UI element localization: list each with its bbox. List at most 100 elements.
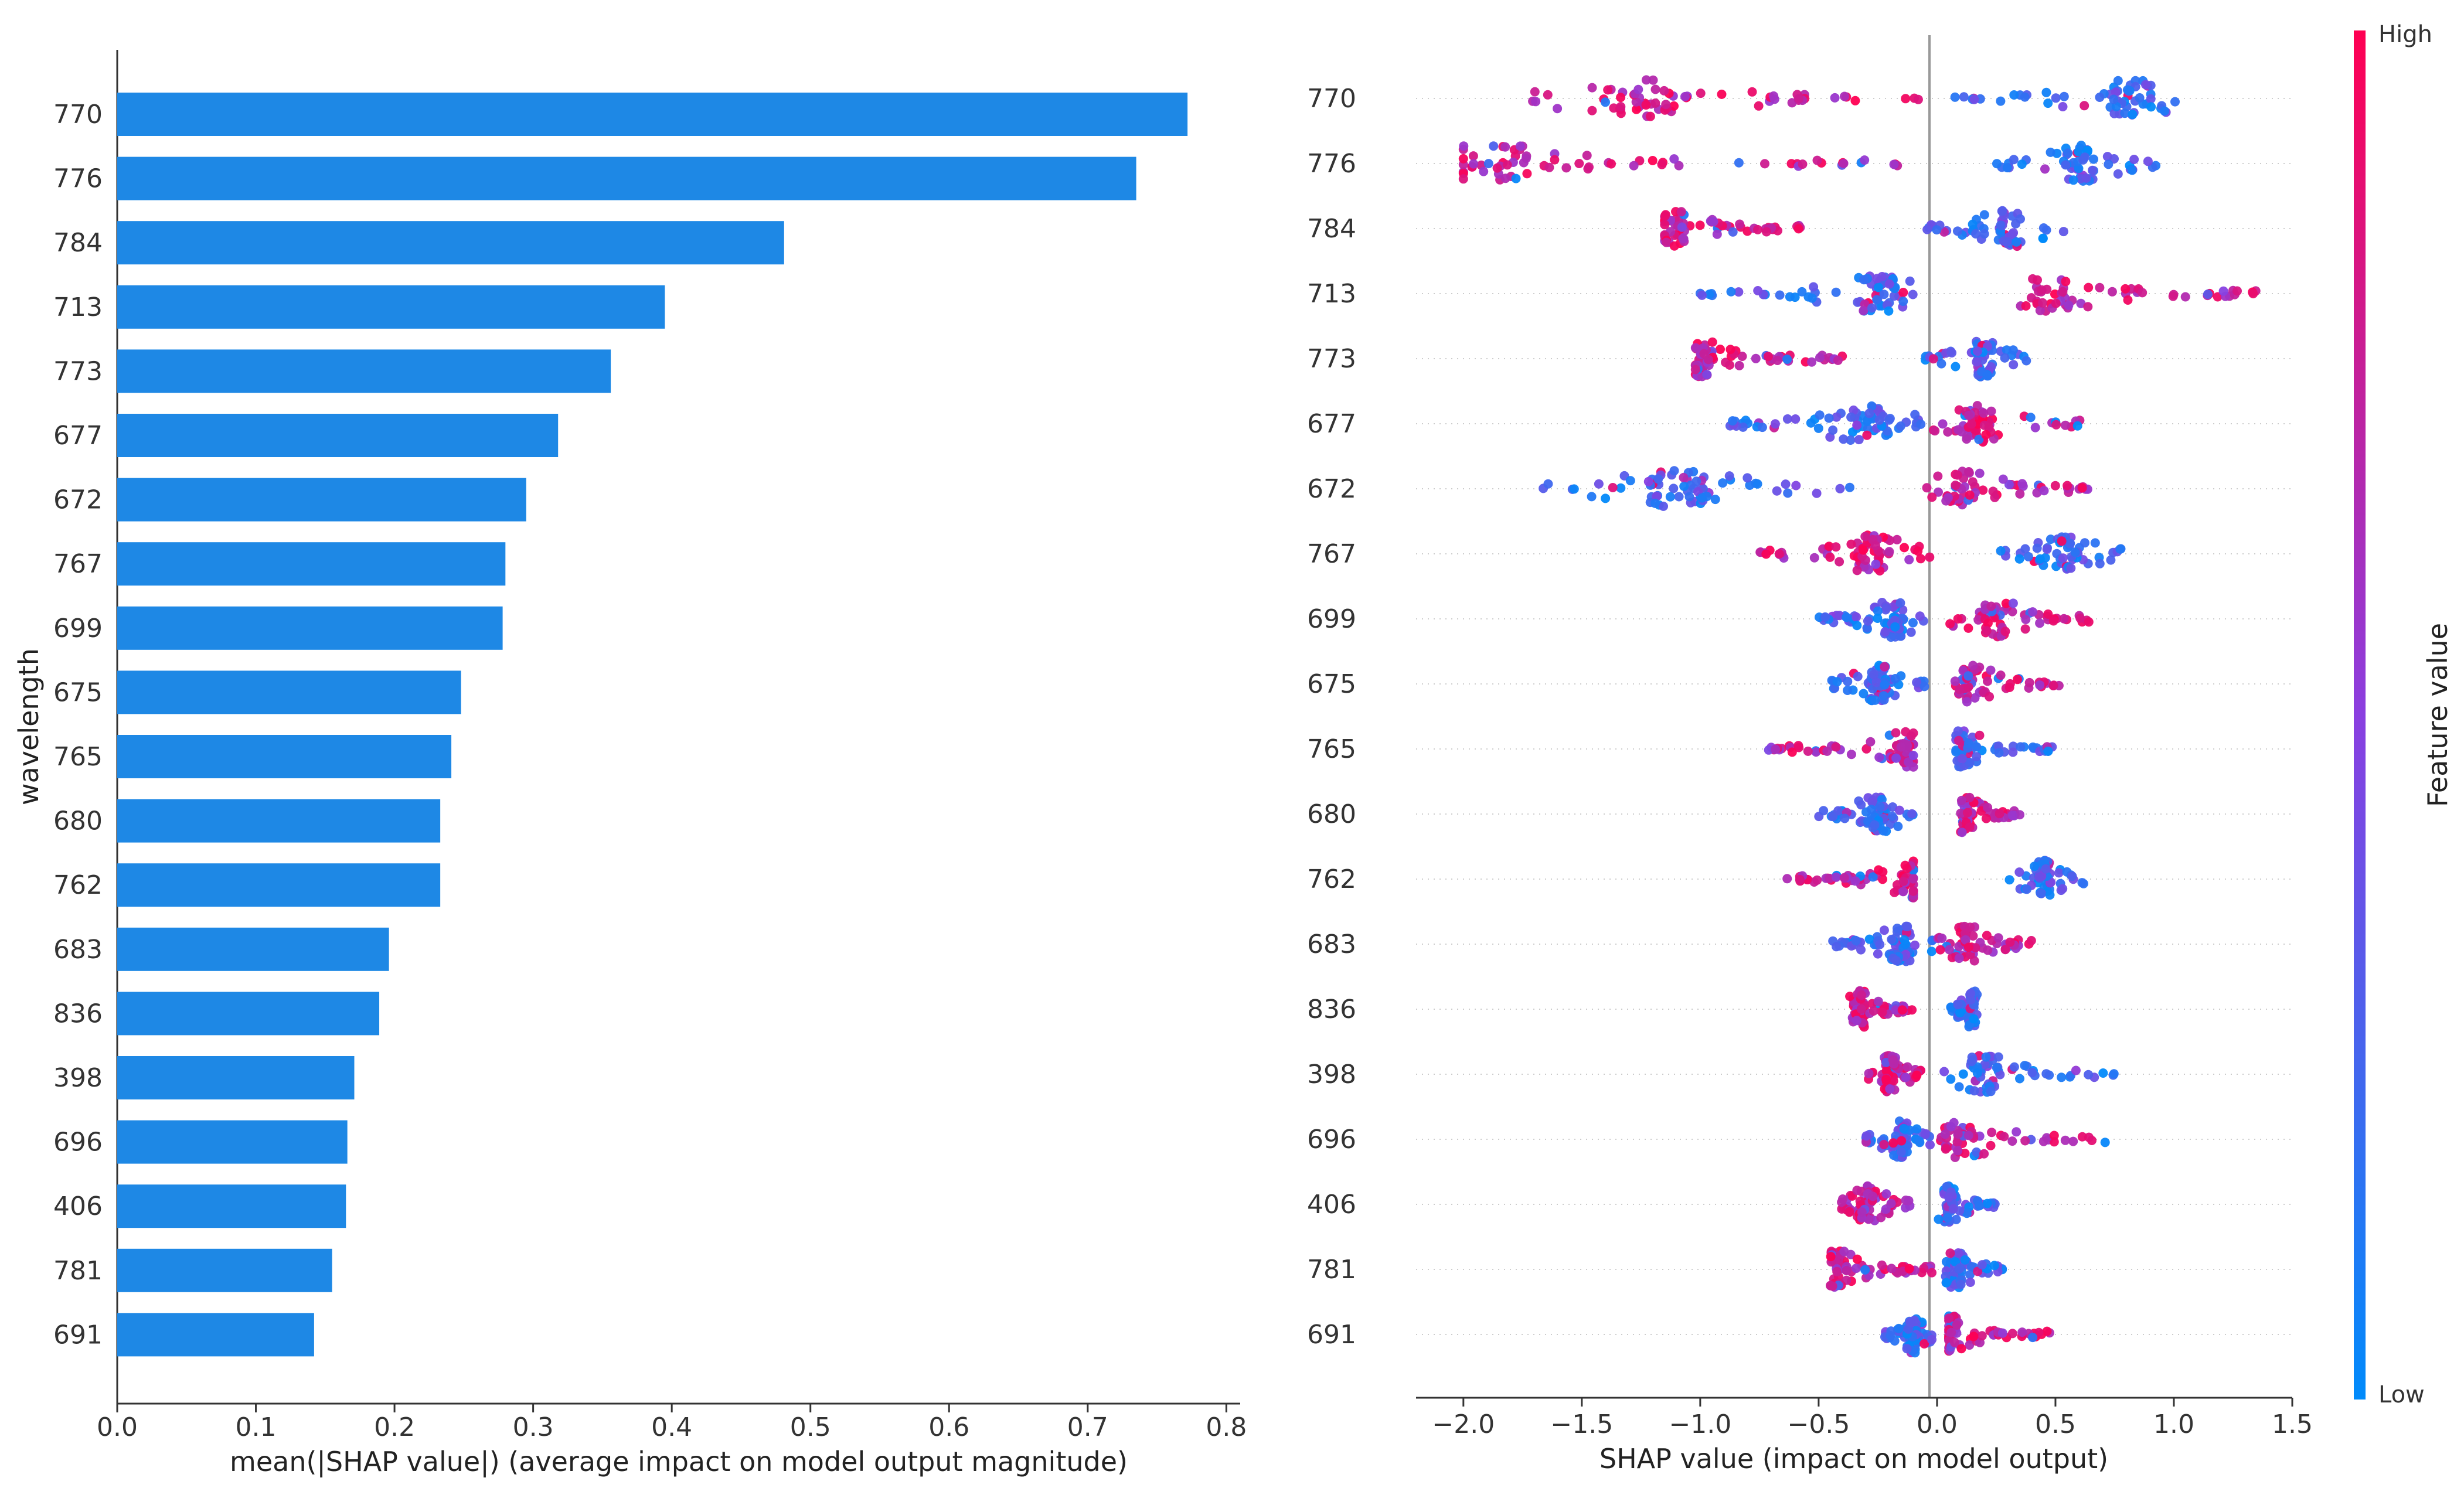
beeswarm-point-683	[2005, 937, 2015, 947]
beeswarm-point-776	[1502, 160, 1512, 170]
beeswarm-point-776	[2127, 165, 2137, 175]
beeswarm-point-770	[1650, 98, 1660, 108]
beeswarm-point-398	[2027, 1068, 2037, 1078]
beeswarm-point-784	[1728, 227, 1738, 237]
beeswarm-point-770	[1616, 102, 1626, 111]
beeswarm-point-765	[1972, 752, 1982, 762]
beeswarm-point-762	[1868, 872, 1878, 882]
beeswarm-point-784	[1712, 229, 1722, 239]
beeswarm-point-767	[2095, 559, 2105, 568]
beeswarm-point-406	[1868, 1191, 1878, 1201]
beeswarm-point-767	[1774, 549, 1784, 559]
beeswarm-point-672	[1812, 488, 1822, 498]
beeswarm-point-696	[1953, 1146, 1963, 1156]
beeswarm-point-691	[1894, 1323, 1904, 1333]
bar-label-776: 776	[53, 164, 103, 194]
beeswarm-point-675	[1878, 691, 1888, 701]
beeswarm-point-680	[1965, 792, 1975, 802]
beeswarm-point-683	[1937, 934, 1947, 943]
beeswarm-point-781	[1955, 1263, 1965, 1273]
beeswarm-point-691	[2017, 1327, 2027, 1337]
beeswarm-point-770	[1603, 85, 1613, 95]
beeswarm-point-776	[1657, 159, 1667, 169]
beeswarm-point-672	[1679, 472, 1689, 482]
beeswarm-point-762	[1898, 887, 1908, 897]
beeswarm-point-699	[2001, 598, 2011, 608]
beeswarm-point-406	[1934, 1214, 1944, 1224]
beeswarm-point-677	[2060, 420, 2070, 430]
beeswarm-point-672	[1679, 481, 1689, 491]
beeswarm-point-699	[1862, 623, 1872, 633]
beeswarm-point-770	[2043, 98, 2053, 108]
beeswarm-point-691	[2028, 1333, 2038, 1343]
beeswarm-point-776	[1561, 163, 1571, 173]
beeswarm-point-699	[2084, 617, 2094, 627]
beeswarm-point-713	[1872, 295, 1882, 305]
beeswarm-point-713	[2248, 289, 2258, 299]
beeswarm-point-677	[1757, 423, 1767, 433]
bee-label-691: 691	[1307, 1320, 1356, 1350]
beeswarm-point-713	[1877, 272, 1887, 281]
beeswarm-point-713	[2084, 282, 2094, 292]
beeswarm-point-699	[1852, 612, 1861, 622]
bar-699	[117, 606, 503, 650]
beeswarm-point-767	[2035, 554, 2045, 564]
beeswarm-point-765	[1803, 746, 1813, 756]
beeswarm-point-683	[1891, 956, 1901, 965]
beeswarm-point-691	[1956, 1344, 1966, 1354]
bee-label-762: 762	[1307, 864, 1356, 894]
bar-label-691: 691	[53, 1320, 103, 1350]
beeswarm-point-836	[1877, 1007, 1887, 1017]
beeswarm-point-677	[1791, 414, 1801, 424]
beeswarm-point-683	[1900, 935, 1910, 945]
beeswarm-point-767	[1761, 549, 1771, 559]
beeswarm-point-675	[1983, 676, 1992, 686]
beeswarm-point-713	[1889, 291, 1899, 301]
beeswarm-point-767	[2066, 563, 2076, 573]
beeswarm-point-765	[1972, 742, 1982, 752]
beeswarm-point-672	[2015, 489, 2025, 499]
beeswarm-point-672	[1783, 488, 1793, 498]
beeswarm-point-713	[1884, 279, 1894, 289]
beeswarm-point-784	[1735, 219, 1745, 229]
bar-773	[117, 349, 611, 393]
beeswarm-point-765	[1861, 744, 1871, 754]
beeswarm-point-699	[1986, 601, 1996, 611]
beeswarm-point-672	[1743, 473, 1752, 483]
beeswarm-point-680	[1956, 795, 1966, 805]
beeswarm-point-677	[1815, 410, 1825, 420]
beeswarm-point-680	[1983, 802, 1993, 812]
beeswarm-point-776	[1500, 173, 1510, 183]
beeswarm-point-776	[2002, 163, 2012, 173]
bar-406	[117, 1184, 346, 1228]
beeswarm-point-675	[2024, 677, 2034, 687]
beeswarm-point-773	[1734, 360, 1744, 370]
beeswarm-point-770	[1913, 94, 1923, 104]
beeswarm-point-767	[2023, 551, 2033, 561]
beeswarm-point-398	[1992, 1063, 2002, 1072]
beeswarm-point-672	[1652, 491, 1662, 501]
beeswarm-point-680	[1856, 800, 1866, 810]
beeswarm-point-675	[1869, 670, 1878, 680]
bar-683	[117, 927, 389, 971]
beeswarm-point-773	[1807, 357, 1817, 367]
beeswarm-point-762	[1831, 872, 1841, 882]
beeswarm-point-683	[1875, 939, 1885, 949]
beeswarm-point-699	[1953, 614, 1963, 624]
bar-xtick-label: 0.1	[236, 1412, 277, 1442]
beeswarm-point-677	[1910, 410, 1920, 420]
beeswarm-point-672	[1594, 479, 1604, 489]
beeswarm-point-836	[1969, 1014, 1979, 1024]
beeswarm-point-773	[1782, 355, 1792, 364]
bee-label-765: 765	[1307, 734, 1356, 764]
beeswarm-point-696	[1987, 1128, 1997, 1138]
beeswarm-point-680	[2015, 810, 2024, 820]
beeswarm-point-677	[1846, 412, 1856, 422]
beeswarm-point-762	[1898, 876, 1908, 886]
beeswarm-point-696	[1946, 1122, 1956, 1132]
beeswarm-point-770	[1609, 103, 1619, 113]
beeswarm-point-680	[1875, 802, 1885, 812]
beeswarm-point-781	[1842, 1266, 1852, 1275]
beeswarm-point-770	[2109, 108, 2119, 118]
beeswarm-point-406	[1973, 1196, 1982, 1206]
